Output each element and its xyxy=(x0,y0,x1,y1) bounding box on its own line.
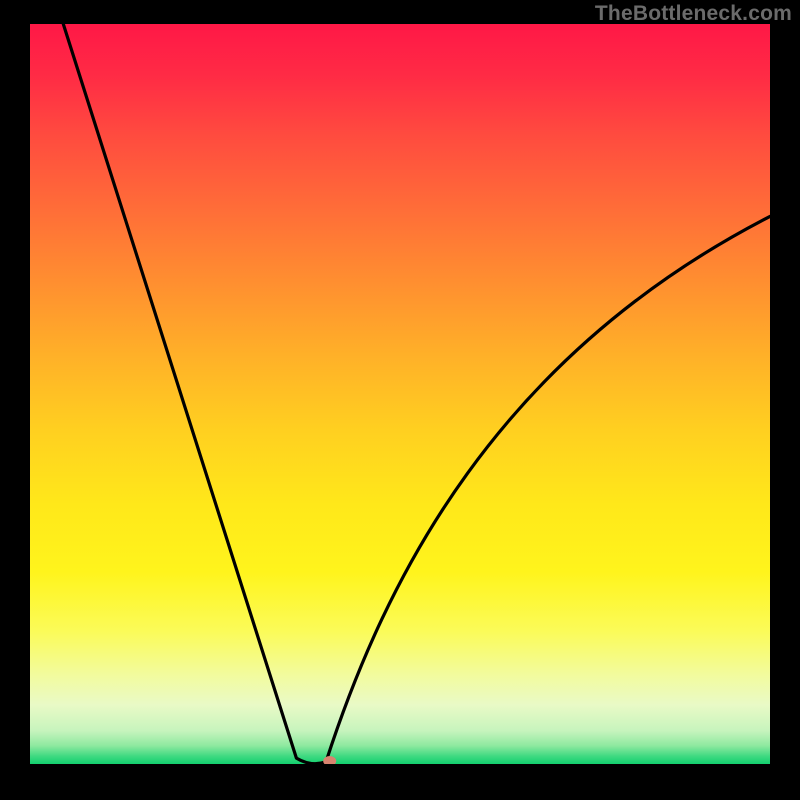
bottleneck-chart xyxy=(0,0,800,800)
plot-background-gradient xyxy=(30,24,770,764)
chart-container: TheBottleneck.com xyxy=(0,0,800,800)
watermark-text: TheBottleneck.com xyxy=(595,2,792,26)
